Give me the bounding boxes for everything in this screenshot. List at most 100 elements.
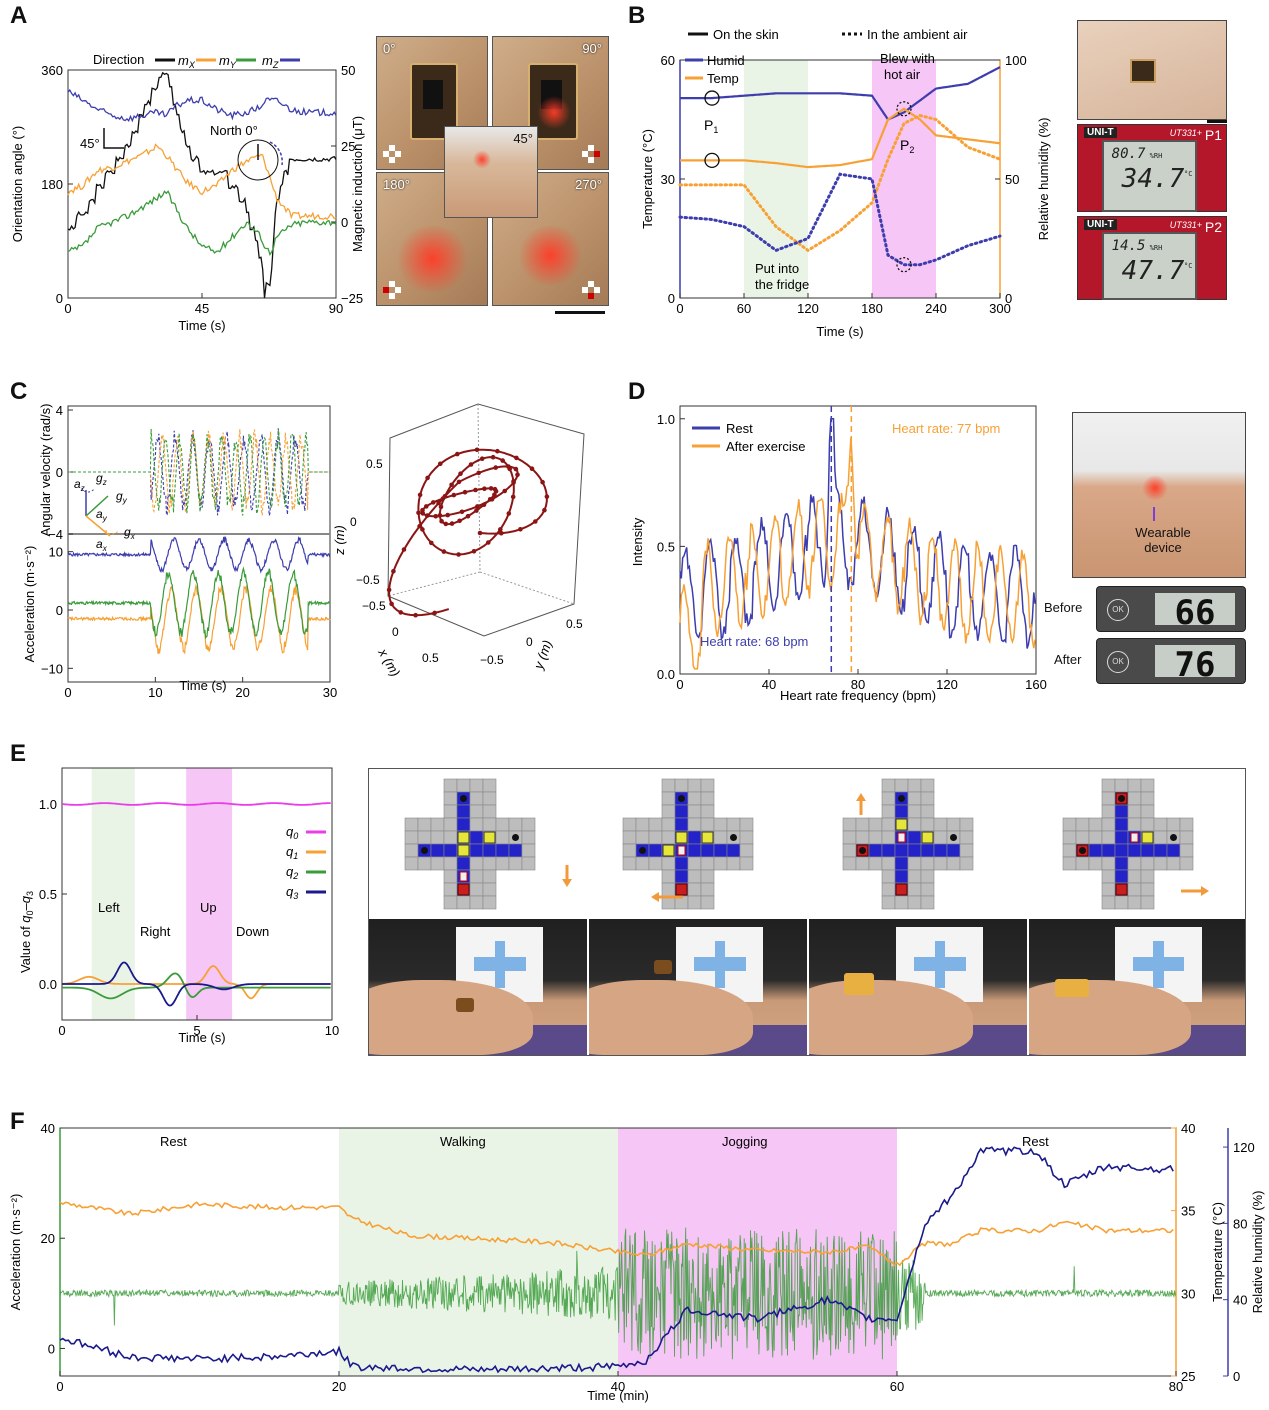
led-glow bbox=[516, 225, 585, 286]
region-jogging: Jogging bbox=[722, 1134, 768, 1149]
x-axis-label: Time (s) bbox=[816, 324, 863, 339]
game-photo-1 bbox=[369, 919, 587, 1055]
wall-tile bbox=[430, 830, 445, 845]
imu-axes-icon: az gz gy ay gx ax bbox=[74, 471, 136, 553]
floor-tile bbox=[1114, 869, 1129, 884]
wall-tile bbox=[907, 817, 922, 832]
region-right: Right bbox=[140, 924, 171, 939]
series-q2 bbox=[62, 972, 331, 1000]
x-tick-label: 0 bbox=[64, 685, 71, 700]
y-left-tick-label: 180 bbox=[41, 177, 63, 192]
x-tick-label: 20 bbox=[235, 685, 249, 700]
wall-tile bbox=[443, 882, 458, 897]
wall-tile bbox=[508, 856, 523, 871]
y-right-tick-label: 120 bbox=[1233, 1140, 1255, 1155]
series-q0 bbox=[61, 802, 331, 806]
wall-tile bbox=[1088, 856, 1103, 871]
y-tick-label: 0.0 bbox=[657, 667, 675, 682]
plot-frame bbox=[679, 59, 1001, 299]
wall-tile bbox=[1179, 830, 1194, 845]
x-axis-label: Time (s) bbox=[179, 678, 226, 693]
trajectory-point bbox=[468, 462, 474, 467]
floor-tile bbox=[674, 856, 689, 871]
wall-tile bbox=[959, 843, 974, 858]
trajectory-point bbox=[417, 492, 423, 498]
sokoban-board bbox=[622, 778, 754, 910]
wall-tile bbox=[920, 869, 935, 884]
legend-ambient: In the ambient air bbox=[867, 27, 968, 42]
trajectory-point bbox=[498, 527, 503, 532]
game-photo-2 bbox=[589, 919, 807, 1055]
wall-tile bbox=[1101, 882, 1116, 897]
trajectory-point bbox=[500, 458, 505, 463]
x-axis-label: Time (s) bbox=[178, 318, 225, 333]
yellow-box-icon bbox=[457, 831, 470, 844]
svg-text:az: az bbox=[74, 477, 85, 493]
legend-rest: Rest bbox=[726, 421, 753, 436]
y-left-tick-label: 40 bbox=[41, 1121, 55, 1136]
trajectory-point bbox=[475, 504, 480, 509]
floor-tile bbox=[674, 817, 689, 832]
y-axis-label: Value of q0–q3 bbox=[18, 891, 35, 973]
x-tick-label: 80 bbox=[1169, 1379, 1183, 1394]
x-tick-label: −0.5 bbox=[362, 599, 386, 613]
player-icon bbox=[897, 832, 906, 843]
wall-tile bbox=[739, 830, 754, 845]
x-tick-label: 0 bbox=[58, 1023, 65, 1038]
goal-dot-icon bbox=[859, 847, 866, 854]
wall-tile bbox=[521, 830, 536, 845]
yellow-box-icon bbox=[921, 831, 934, 844]
trajectory-point bbox=[389, 601, 394, 607]
trajectory-point bbox=[433, 514, 438, 519]
series-group bbox=[59, 1146, 1177, 1374]
wall-tile bbox=[469, 882, 484, 897]
trajectory-point bbox=[386, 587, 392, 593]
panel-a-chart: Direction mX mY mZ 0 45 900180360−2502550 … bbox=[10, 52, 365, 333]
legend-after: After exercise bbox=[726, 439, 805, 454]
meter-tag: P2 bbox=[1204, 219, 1222, 235]
wall-tile bbox=[443, 791, 458, 806]
wall-tile bbox=[417, 817, 432, 832]
x-tick-label: 0 bbox=[676, 301, 683, 316]
panel-c-3d-chart: 0.5 0 −0.5 −0.5 0 0.5 −0.5 0 0.5 z (m) x (m) y (… bbox=[332, 403, 585, 679]
wall-tile bbox=[443, 830, 458, 845]
wall-tile bbox=[443, 895, 458, 910]
trajectory-point bbox=[431, 500, 436, 505]
meter-model: UT331+ bbox=[1169, 128, 1202, 138]
y-axis-label-top: Angular velocity (rad/s) bbox=[38, 404, 53, 537]
wall-tile bbox=[687, 882, 702, 897]
panel-f-chart: 0 20 40 60 80 0 20 40 25 30 35 40 0 40 80 120 Rest Walk… bbox=[8, 1121, 1265, 1403]
plot-frame bbox=[67, 405, 331, 683]
wall-tile bbox=[959, 817, 974, 832]
y-mid-tick-label: 30 bbox=[1181, 1286, 1195, 1301]
series-group bbox=[61, 802, 331, 1007]
trajectory-point bbox=[424, 504, 429, 509]
trajectory-point bbox=[514, 455, 519, 461]
wall-tile bbox=[1153, 856, 1168, 871]
wall-tile bbox=[456, 778, 471, 793]
wall-tile bbox=[739, 856, 754, 871]
hr-after-label: Heart rate: 77 bpm bbox=[892, 421, 1000, 436]
floor-tile bbox=[1114, 830, 1129, 845]
trajectory-point bbox=[540, 479, 545, 485]
x-tick-label: 0 bbox=[56, 1379, 63, 1394]
region-down: Down bbox=[236, 924, 269, 939]
x-axis-label: Time (s) bbox=[178, 1030, 225, 1045]
series-temp-skin- bbox=[680, 107, 1001, 169]
wall-tile bbox=[661, 817, 676, 832]
y-axis-label-left: Acceleration (m·s⁻²) bbox=[8, 1194, 23, 1311]
wall-tile bbox=[1101, 817, 1116, 832]
meter-display: 14.5 %RH 47.7 °C bbox=[1101, 231, 1198, 300]
wall-tile bbox=[469, 804, 484, 819]
floor-tile bbox=[1153, 843, 1168, 858]
wall-tile bbox=[1140, 817, 1155, 832]
wall-tile bbox=[920, 882, 935, 897]
trajectory-point bbox=[486, 540, 491, 545]
goal-dot-icon bbox=[460, 795, 467, 802]
y-mid-tick-label: 25 bbox=[1181, 1369, 1195, 1384]
wall-tile bbox=[661, 869, 676, 884]
wall-tile bbox=[404, 830, 419, 845]
floor-tile bbox=[894, 843, 909, 858]
